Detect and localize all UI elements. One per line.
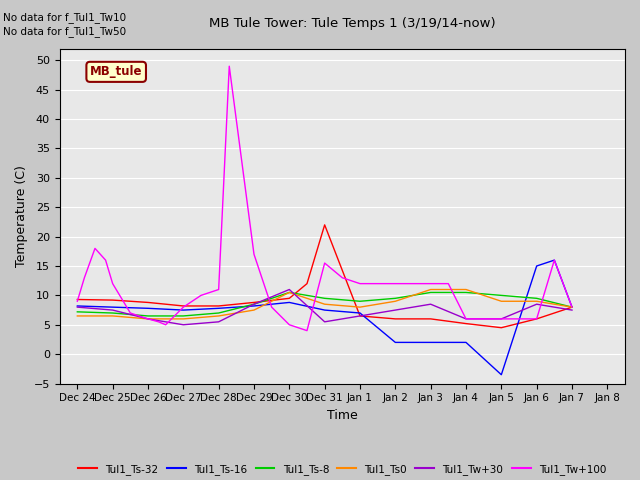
Y-axis label: Temperature (C): Temperature (C) — [15, 165, 28, 267]
Text: No data for f_Tul1_Tw10: No data for f_Tul1_Tw10 — [3, 12, 126, 23]
Text: MB Tule Tower: Tule Temps 1 (3/19/14-now): MB Tule Tower: Tule Temps 1 (3/19/14-now… — [209, 17, 495, 30]
X-axis label: Time: Time — [327, 409, 358, 422]
Text: No data for f_Tul1_Tw50: No data for f_Tul1_Tw50 — [3, 26, 126, 37]
Text: MB_tule: MB_tule — [90, 65, 143, 78]
Legend: Tul1_Ts-32, Tul1_Ts-16, Tul1_Ts-8, Tul1_Ts0, Tul1_Tw+30, Tul1_Tw+100: Tul1_Ts-32, Tul1_Ts-16, Tul1_Ts-8, Tul1_… — [74, 459, 611, 479]
